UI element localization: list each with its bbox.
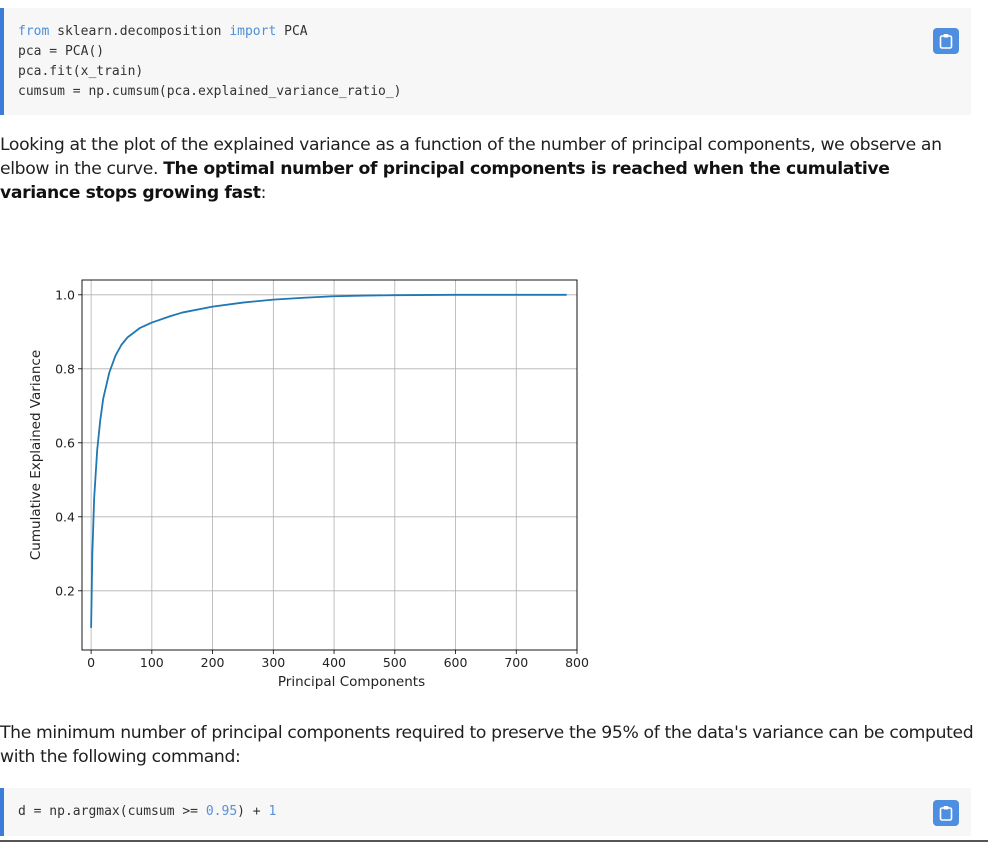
code-line: from sklearn.decomposition import PCA [18,22,402,42]
clipboard-icon [939,806,953,821]
x-tick-label: 0 [87,655,95,670]
code-token: ) + [237,804,269,819]
code-token: cumsum = np.cumsum(pca.explained_varianc… [18,84,402,99]
paragraph-emphasis: The optimal number of principal componen… [0,159,890,203]
copy-code-button[interactable] [933,28,959,54]
y-tick-label: 0.4 [55,509,75,524]
variance-curve [90,293,567,628]
code-lines: d = np.argmax(cumsum >= 0.95) + 1 [18,802,276,822]
code-token: d = np.argmax(cumsum >= [18,804,206,819]
y-tick-label: 0.8 [55,361,75,376]
paragraph-elbow: Looking at the plot of the explained var… [0,133,975,205]
y-tick-label: 0.2 [55,583,75,598]
copy-code-button[interactable] [933,800,959,826]
code-keyword: from [18,24,50,39]
code-number: 0.95 [205,804,238,819]
y-tick-label: 0.6 [55,435,75,450]
code-number: 1 [268,804,277,819]
x-tick-label: 100 [140,655,164,670]
x-tick-label: 500 [383,655,407,670]
x-tick-label: 300 [261,655,285,670]
variance-chart: 0 100 200 300 400 500 600 700 800 0.2 0.4 0.6 0.8 1.0… [0,260,600,700]
code-token: pca = PCA() [18,44,105,59]
clipboard-icon [939,34,953,49]
x-axis-label: Principal Components [278,674,425,690]
code-line: pca.fit(x_train) [18,62,402,82]
code-line: cumsum = np.cumsum(pca.explained_varianc… [18,82,402,102]
code-token: pca.fit(x_train) [18,64,144,79]
x-tick-label: 200 [201,655,225,670]
code-token: sklearn.decomposition [49,24,230,39]
bottom-divider [0,840,988,842]
code-keyword: import [229,24,277,39]
paragraph-minimum-components: The minimum number of principal componen… [0,723,974,767]
x-tick-label: 600 [444,655,468,670]
paragraph-text: Looking at the plot of the explained var… [0,135,942,179]
code-line: pca = PCA() [18,42,402,62]
code-line: d = np.argmax(cumsum >= 0.95) + 1 [18,802,276,822]
plot-frame [81,279,578,651]
x-tick-label: 800 [565,655,589,670]
x-tick-label: 400 [322,655,346,670]
x-tick-label: 700 [504,655,528,670]
chart-svg: 0 100 200 300 400 500 600 700 800 0.2 0.4 0.6 0.8 1.0… [28,279,589,690]
paragraph-punct: : [260,183,267,203]
code-lines: from sklearn.decomposition import PCA pca… [18,22,402,102]
code-block-argmax: d = np.argmax(cumsum >= 0.95) + 1 [0,788,971,836]
code-block-pca: from sklearn.decomposition import PCA pca… [0,8,971,115]
code-token: PCA [276,24,308,39]
y-tick-label: 1.0 [55,287,75,302]
y-axis-label: Cumulative Explained Variance [28,350,44,560]
